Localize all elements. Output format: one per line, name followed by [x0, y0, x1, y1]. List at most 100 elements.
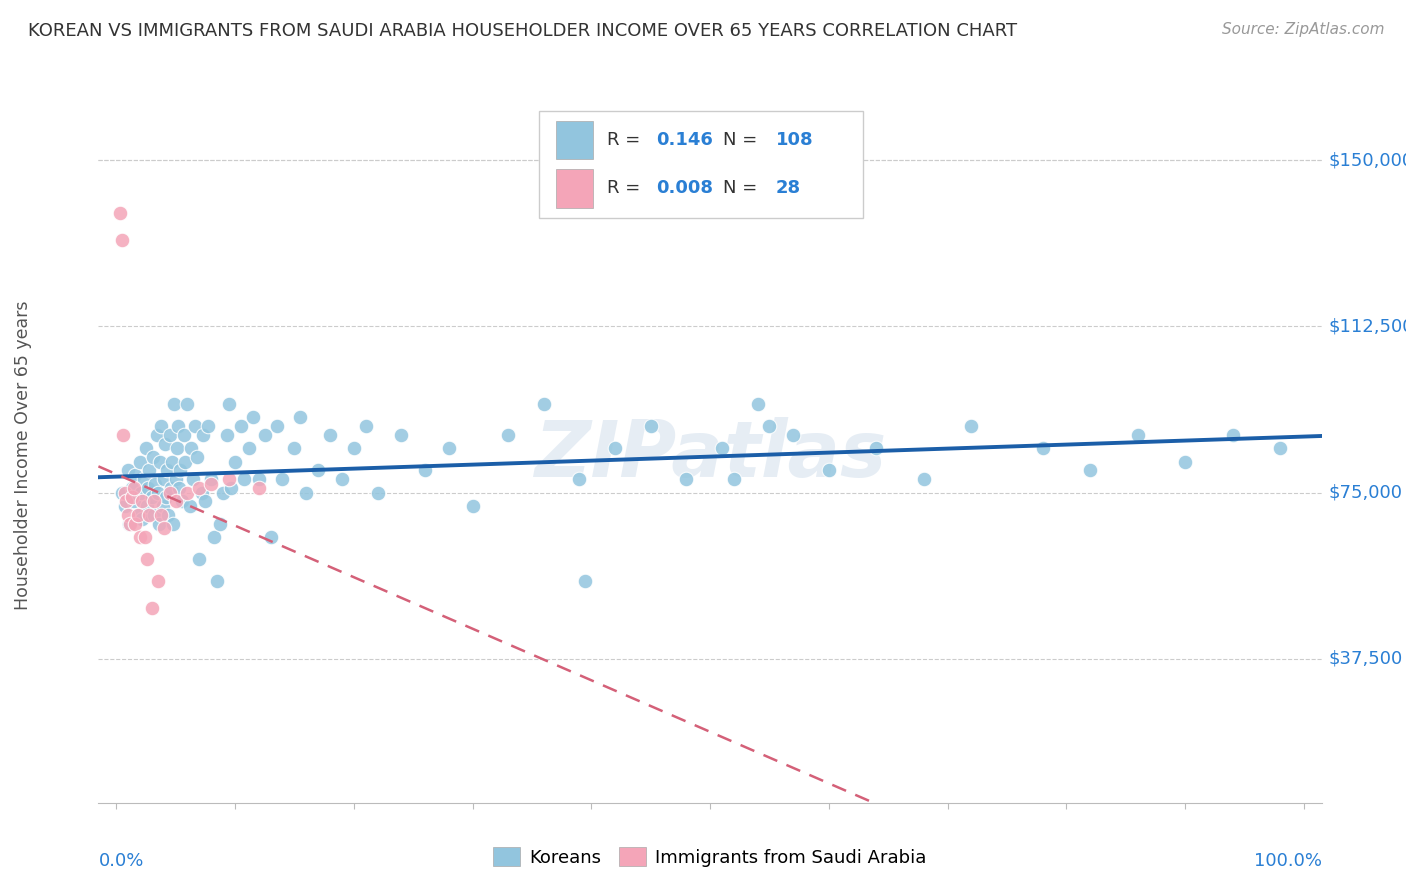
Point: [150, 419, 173, 434]
Point: [190, 485, 212, 500]
Point: [603, 442, 626, 456]
Point: [127, 508, 149, 522]
Point: [166, 442, 188, 456]
Point: [229, 419, 252, 434]
Point: [640, 419, 662, 434]
Point: [143, 508, 166, 522]
Point: [174, 454, 197, 468]
Point: [295, 485, 318, 500]
Point: [496, 428, 519, 442]
Point: [215, 428, 238, 442]
Point: [121, 490, 143, 504]
Point: [960, 419, 983, 434]
Point: [191, 428, 214, 442]
Point: [413, 463, 436, 477]
Point: [354, 419, 377, 434]
Text: $112,500: $112,500: [1329, 318, 1406, 335]
Point: [247, 481, 270, 495]
Point: [218, 472, 240, 486]
Point: [389, 428, 412, 442]
Point: [136, 499, 159, 513]
Point: [782, 428, 804, 442]
Point: [247, 472, 270, 486]
Point: [152, 472, 174, 486]
Point: [238, 442, 260, 456]
Text: 28: 28: [776, 179, 801, 197]
Point: [437, 442, 460, 456]
Point: [186, 450, 208, 464]
Text: Householder Income Over 65 years: Householder Income Over 65 years: [14, 301, 31, 609]
Point: [865, 442, 887, 456]
Point: [179, 499, 201, 513]
Point: [176, 485, 198, 500]
Point: [167, 419, 190, 434]
Point: [135, 442, 157, 456]
Point: [343, 442, 366, 456]
Point: [1222, 428, 1244, 442]
Point: [122, 481, 145, 495]
Point: [170, 494, 193, 508]
Point: [131, 512, 153, 526]
Point: [747, 397, 769, 411]
Point: [136, 481, 159, 495]
Point: [153, 437, 176, 451]
Point: [169, 463, 191, 477]
Point: [160, 454, 183, 468]
Point: [1032, 442, 1054, 456]
Point: [200, 472, 222, 486]
Point: [141, 600, 163, 615]
Point: [134, 530, 156, 544]
Point: [112, 428, 135, 442]
Point: [160, 481, 183, 495]
Point: [266, 419, 288, 434]
Point: [221, 481, 243, 495]
Point: [129, 454, 152, 468]
Point: [143, 494, 166, 508]
Point: [568, 472, 591, 486]
Legend: Koreans, Immigrants from Saudi Arabia: Koreans, Immigrants from Saudi Arabia: [486, 840, 934, 874]
FancyBboxPatch shape: [555, 120, 592, 159]
Point: [159, 485, 181, 500]
Text: Source: ZipAtlas.com: Source: ZipAtlas.com: [1222, 22, 1385, 37]
Point: [233, 472, 256, 486]
Point: [675, 472, 697, 486]
Point: [121, 481, 143, 495]
Text: $75,000: $75,000: [1329, 483, 1403, 501]
Point: [111, 485, 134, 500]
FancyBboxPatch shape: [538, 111, 863, 219]
Point: [150, 508, 173, 522]
Point: [200, 476, 222, 491]
Point: [136, 552, 159, 566]
Point: [145, 476, 167, 491]
Text: N =: N =: [724, 131, 758, 149]
FancyBboxPatch shape: [555, 169, 592, 208]
Point: [132, 472, 155, 486]
Point: [122, 494, 145, 508]
Point: [152, 499, 174, 513]
Point: [912, 472, 935, 486]
Point: [167, 481, 190, 495]
Point: [129, 485, 152, 500]
Point: [146, 574, 169, 589]
Point: [163, 397, 186, 411]
Point: [114, 494, 136, 508]
Text: KOREAN VS IMMIGRANTS FROM SAUDI ARABIA HOUSEHOLDER INCOME OVER 65 YEARS CORRELAT: KOREAN VS IMMIGRANTS FROM SAUDI ARABIA H…: [28, 22, 1018, 40]
Point: [165, 494, 187, 508]
Point: [202, 530, 225, 544]
Point: [1174, 454, 1197, 468]
Point: [149, 454, 172, 468]
Point: [533, 397, 555, 411]
Point: [212, 485, 235, 500]
Point: [159, 428, 181, 442]
Point: [117, 463, 139, 477]
Point: [758, 419, 780, 434]
Text: $37,500: $37,500: [1329, 649, 1403, 668]
Text: 0.008: 0.008: [657, 179, 713, 197]
Point: [152, 521, 174, 535]
Text: 100.0%: 100.0%: [1254, 852, 1322, 870]
Point: [131, 494, 153, 508]
Point: [366, 485, 388, 500]
Point: [145, 428, 167, 442]
Text: 0.146: 0.146: [657, 131, 713, 149]
Text: 108: 108: [776, 131, 814, 149]
